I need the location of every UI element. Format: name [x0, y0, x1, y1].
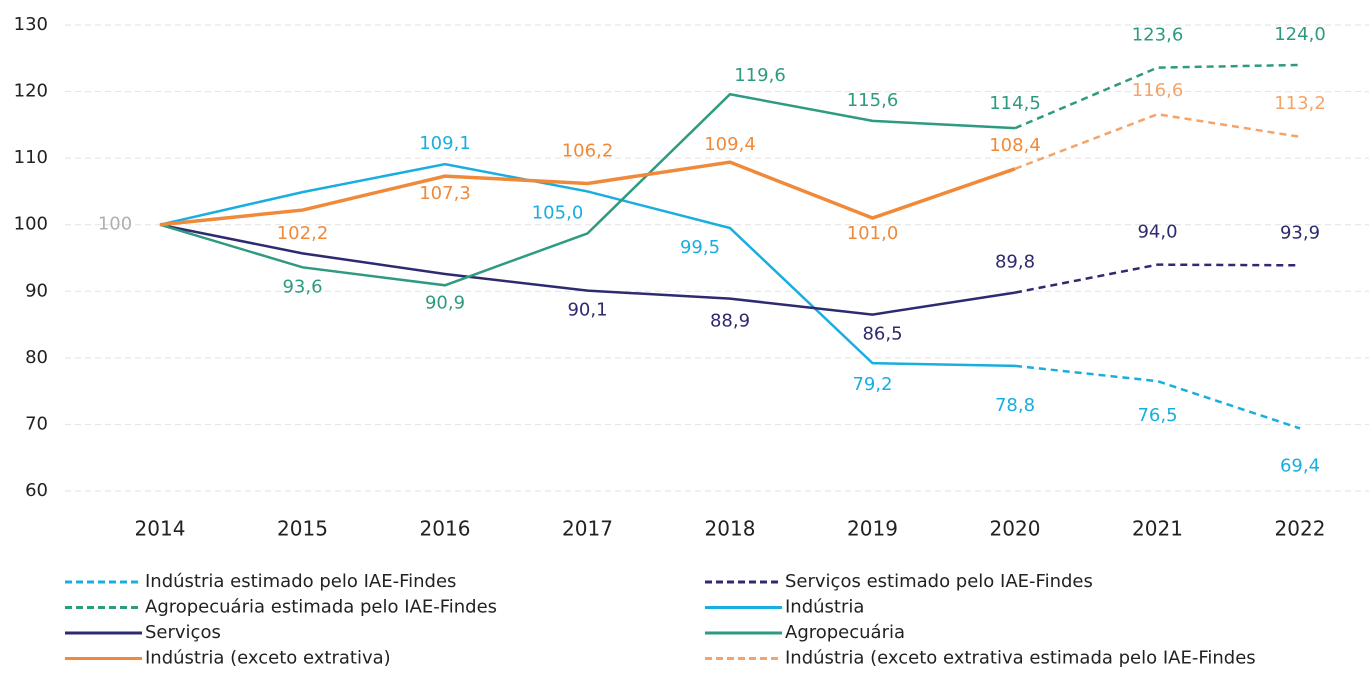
data-label: 108,4	[989, 135, 1041, 156]
series-line	[159, 92, 1016, 287]
x-tick-label: 2014	[135, 517, 186, 541]
data-label: 119,6	[734, 65, 786, 86]
series-line	[159, 223, 1016, 316]
x-tick-label: 2015	[277, 517, 328, 541]
y-tick-label: 110	[14, 147, 48, 168]
data-label: 100	[98, 214, 132, 235]
series-line	[159, 160, 1016, 227]
legend-label: Indústria (exceto extrativa)	[145, 648, 391, 669]
data-label: 123,6	[1132, 25, 1184, 46]
series-line	[1014, 63, 1301, 130]
data-label: 94,0	[1137, 222, 1177, 243]
data-label: 90,9	[425, 292, 465, 313]
y-tick-label: 60	[25, 480, 48, 501]
data-label: 109,1	[419, 133, 471, 154]
data-label: 106,2	[562, 140, 614, 161]
data-label: 86,5	[862, 324, 902, 345]
legend-label: Agropecuária estimada pelo IAE-Findes	[145, 597, 497, 618]
y-tick-label: 100	[14, 214, 48, 235]
data-label: 114,5	[989, 93, 1041, 114]
data-label: 113,2	[1274, 93, 1326, 114]
data-label: 102,2	[277, 223, 329, 244]
legend-label: Indústria estimado pelo IAE-Findes	[145, 571, 456, 592]
legend-label: Agropecuária	[785, 622, 905, 643]
x-tick-label: 2021	[1132, 517, 1183, 541]
data-label: 76,5	[1137, 405, 1177, 426]
x-tick-label: 2020	[990, 517, 1041, 541]
y-tick-label: 120	[14, 81, 48, 102]
data-label: 89,8	[995, 252, 1035, 273]
legend-label: Indústria (exceto extrativa estimada pel…	[785, 648, 1256, 669]
data-label: 79,2	[852, 374, 892, 395]
data-label: 115,6	[847, 90, 899, 111]
series-line	[1014, 112, 1301, 170]
x-tick-label: 2019	[847, 517, 898, 541]
data-label: 124,0	[1274, 24, 1326, 45]
series-line	[1014, 364, 1301, 430]
x-tick-label: 2018	[705, 517, 756, 541]
data-label: 88,9	[710, 311, 750, 332]
data-label: 101,0	[847, 223, 899, 244]
x-tick-label: 2022	[1275, 517, 1326, 541]
data-label: 90,1	[567, 300, 607, 321]
y-tick-label: 80	[25, 347, 48, 368]
data-label: 105,0	[532, 202, 584, 223]
legend-label: Serviços estimado pelo IAE-Findes	[785, 571, 1093, 592]
series-line	[1014, 263, 1301, 294]
x-tick-label: 2017	[562, 517, 613, 541]
data-label: 107,3	[419, 183, 471, 204]
legend-label: Serviços	[145, 622, 221, 643]
data-label: 109,4	[704, 134, 756, 155]
data-label: 93,6	[282, 276, 322, 297]
data-label: 78,8	[995, 395, 1035, 416]
y-tick-label: 70	[25, 413, 48, 434]
x-tick-label: 2016	[420, 517, 471, 541]
y-tick-label: 90	[25, 280, 48, 301]
data-label: 116,6	[1132, 80, 1184, 101]
legend-label: Indústria	[785, 597, 864, 618]
data-label: 99,5	[680, 237, 720, 258]
data-label: 93,9	[1280, 222, 1320, 243]
series-line	[159, 162, 1016, 368]
y-tick-label: 130	[14, 14, 48, 35]
data-label: 69,4	[1280, 455, 1320, 476]
